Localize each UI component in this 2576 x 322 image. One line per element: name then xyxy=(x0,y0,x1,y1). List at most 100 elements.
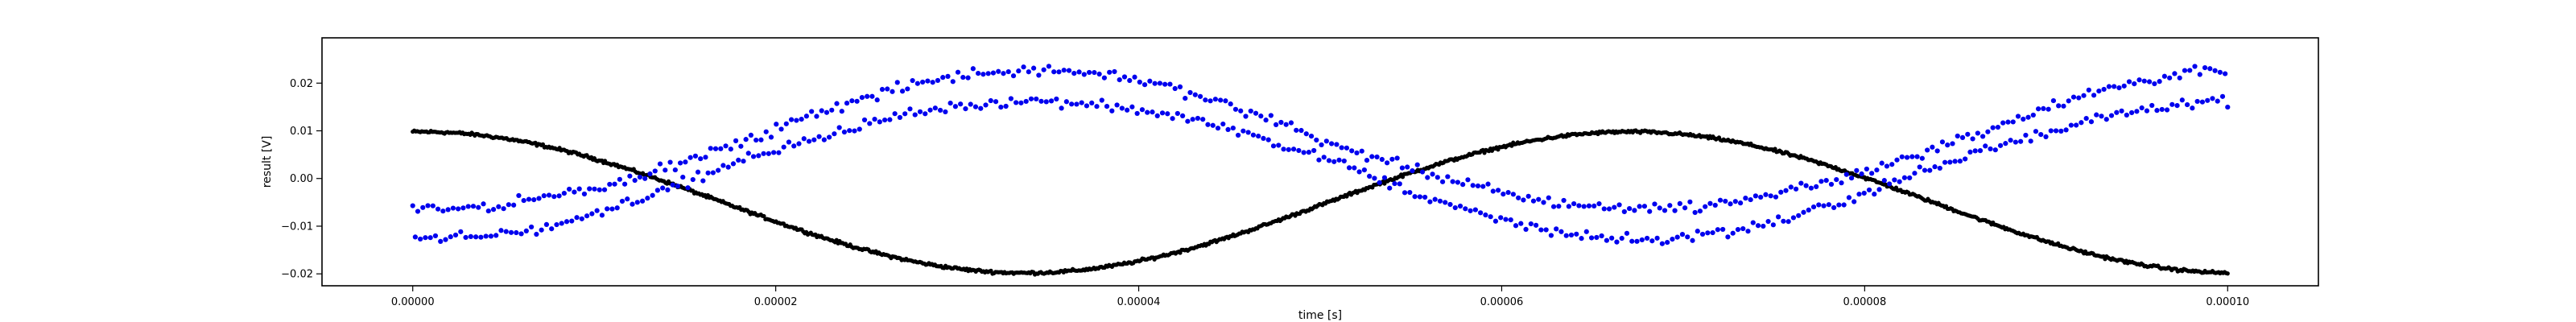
data-point xyxy=(1336,157,1342,163)
data-point xyxy=(1649,238,1655,244)
data-point xyxy=(698,156,704,162)
data-point xyxy=(905,86,910,92)
data-point xyxy=(1934,148,1940,154)
data-point xyxy=(1031,65,1037,71)
data-point xyxy=(1107,69,1113,75)
data-point xyxy=(852,128,857,134)
data-point xyxy=(1732,199,1738,204)
data-point xyxy=(1270,143,1277,149)
data-point xyxy=(1341,158,1347,164)
data-point xyxy=(1381,175,1388,180)
data-point xyxy=(1963,156,1968,162)
data-point xyxy=(1225,126,1231,132)
data-point xyxy=(639,198,646,204)
data-point xyxy=(2101,86,2107,93)
data-point xyxy=(478,234,484,240)
data-point xyxy=(496,204,502,209)
data-point xyxy=(1419,169,1426,175)
data-point xyxy=(2194,98,2200,105)
data-point xyxy=(1187,89,1193,96)
data-point xyxy=(2038,132,2044,138)
data-point xyxy=(1066,68,1072,73)
data-point xyxy=(1334,142,1340,147)
data-point xyxy=(1720,226,1726,233)
data-point xyxy=(1048,98,1055,104)
data-point xyxy=(869,93,875,99)
data-point xyxy=(1086,69,1092,76)
data-point xyxy=(710,170,716,175)
data-point xyxy=(1472,207,1478,213)
data-point xyxy=(750,154,757,159)
data-point xyxy=(1121,74,1128,80)
data-point xyxy=(2005,119,2011,125)
data-point xyxy=(1367,173,1373,180)
data-point xyxy=(632,177,638,184)
data-point xyxy=(1770,222,1776,228)
data-point xyxy=(1518,221,1524,226)
data-point xyxy=(867,121,873,126)
data-point xyxy=(1914,154,1920,159)
data-point xyxy=(2096,89,2102,94)
data-point xyxy=(743,137,749,142)
data-point xyxy=(1679,232,1686,237)
data-point xyxy=(988,97,993,104)
data-point xyxy=(700,178,706,184)
data-point xyxy=(541,193,547,199)
data-point xyxy=(2091,93,2097,98)
data-point xyxy=(1624,230,1630,236)
data-point xyxy=(1268,113,1274,118)
data-point xyxy=(1566,204,1571,209)
data-point xyxy=(2190,105,2195,111)
data-point xyxy=(2225,271,2230,276)
data-point xyxy=(1778,189,1784,195)
data-point xyxy=(1099,97,1104,103)
data-point xyxy=(872,116,877,122)
data-point xyxy=(718,146,724,151)
data-point xyxy=(1672,208,1678,213)
data-point xyxy=(803,114,809,119)
data-point xyxy=(996,68,1001,74)
data-point xyxy=(619,198,625,204)
data-point xyxy=(1627,205,1633,212)
data-point xyxy=(1435,175,1440,180)
data-point xyxy=(574,215,580,221)
data-point xyxy=(1977,148,1984,154)
data-point xyxy=(1203,97,1208,103)
data-point xyxy=(1174,110,1180,117)
data-point xyxy=(1889,162,1895,167)
data-point xyxy=(993,99,999,105)
data-point xyxy=(1152,80,1158,86)
data-point xyxy=(985,71,991,76)
data-point xyxy=(1846,195,1852,200)
data-point xyxy=(2124,112,2129,118)
data-point xyxy=(460,205,466,211)
data-point xyxy=(1003,103,1009,109)
data-point xyxy=(1826,202,1831,208)
data-point xyxy=(1667,203,1673,208)
data-point xyxy=(1558,229,1564,234)
data-point xyxy=(2164,107,2170,113)
data-point xyxy=(741,159,746,164)
data-point xyxy=(1311,147,1317,154)
data-point xyxy=(536,196,542,201)
data-point xyxy=(1548,233,1554,238)
data-point xyxy=(526,196,532,202)
data-point xyxy=(412,234,418,240)
data-point xyxy=(463,234,469,241)
data-point xyxy=(531,197,537,203)
data-point xyxy=(1674,234,1680,240)
data-point xyxy=(1377,180,1382,185)
data-point xyxy=(1803,183,1809,188)
data-point xyxy=(1046,64,1052,69)
data-point xyxy=(1276,142,1282,148)
data-point xyxy=(1939,139,1946,145)
data-point xyxy=(879,86,886,93)
data-point xyxy=(712,146,719,151)
data-point xyxy=(1028,96,1034,101)
data-point xyxy=(1331,159,1337,164)
data-point xyxy=(1533,222,1539,228)
data-point xyxy=(1059,105,1064,111)
data-point xyxy=(1498,215,1504,221)
data-point xyxy=(1932,164,1938,170)
data-point xyxy=(1556,204,1562,209)
